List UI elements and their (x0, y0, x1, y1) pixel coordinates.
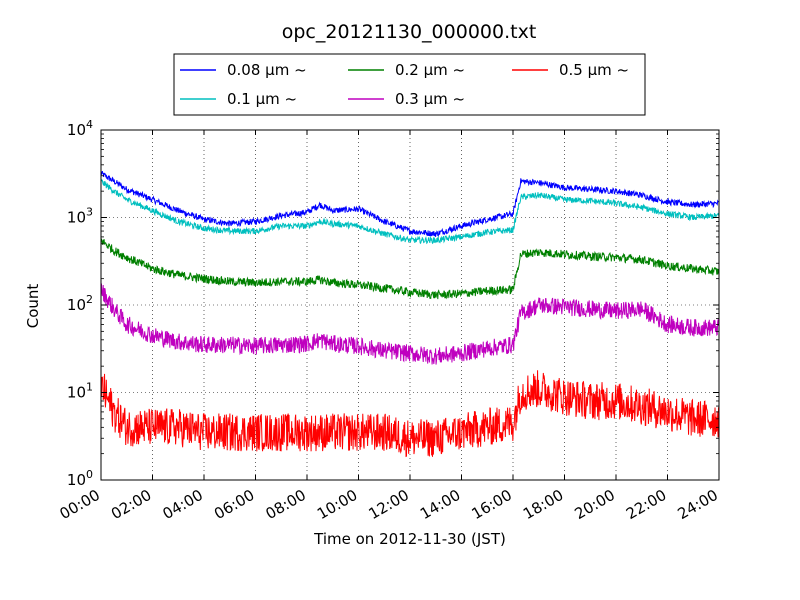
legend-items: 0.08 μm ~ 0.1 μm ~ 0.2 μm ~ 0.3 μm ~ 0.5 μm … (180, 61, 629, 108)
x-tick-label: 04:00 (160, 486, 206, 523)
legend-label: 0.1 μm ~ (227, 90, 297, 108)
series-group (100, 170, 720, 458)
x-tick-label: 08:00 (263, 486, 309, 523)
x-tick-label: 00:00 (57, 486, 103, 523)
x-tick-label: 14:00 (417, 486, 463, 523)
legend-label: 0.3 μm ~ (395, 90, 465, 108)
series-line (100, 370, 720, 458)
legend-box (173, 53, 646, 116)
y-axis-label: Count (24, 284, 42, 329)
series-line (100, 238, 720, 300)
grid (101, 130, 719, 480)
y-axis-ticks: 100 101 102 103 104 (67, 118, 719, 489)
y-tick-label: 104 (67, 118, 93, 139)
series-line (100, 283, 720, 365)
legend-label: 0.5 μm ~ (559, 61, 629, 79)
series-line (100, 178, 720, 245)
x-tick-label: 16:00 (469, 486, 515, 523)
legend: 0.08 μm ~ 0.1 μm ~ 0.2 μm ~ 0.3 μm ~ 0.5 μm … (173, 53, 646, 116)
y-tick-label: 103 (67, 206, 93, 227)
y-tick-label: 101 (67, 381, 93, 402)
chart-title: opc_20121130_000000.txt (282, 21, 537, 43)
x-tick-label: 22:00 (623, 486, 669, 523)
x-tick-label: 06:00 (211, 486, 257, 523)
x-axis-label: Time on 2012-11-30 (JST) (313, 530, 506, 548)
y-tick-label: 102 (67, 293, 93, 314)
legend-label: 0.08 μm ~ (227, 61, 307, 79)
x-tick-label: 12:00 (366, 486, 412, 523)
y-tick-label: 100 (67, 468, 93, 489)
x-tick-label: 24:00 (675, 486, 721, 523)
series-line (100, 170, 720, 237)
x-tick-label: 02:00 (108, 486, 154, 523)
x-tick-label: 20:00 (572, 486, 618, 523)
x-tick-label: 18:00 (520, 486, 566, 523)
x-axis-ticks: 00:00 02:00 04:00 06:00 08:00 10:00 12:00 14:00… (57, 130, 721, 523)
x-tick-label: 10:00 (314, 486, 360, 523)
legend-label: 0.2 μm ~ (395, 61, 465, 79)
